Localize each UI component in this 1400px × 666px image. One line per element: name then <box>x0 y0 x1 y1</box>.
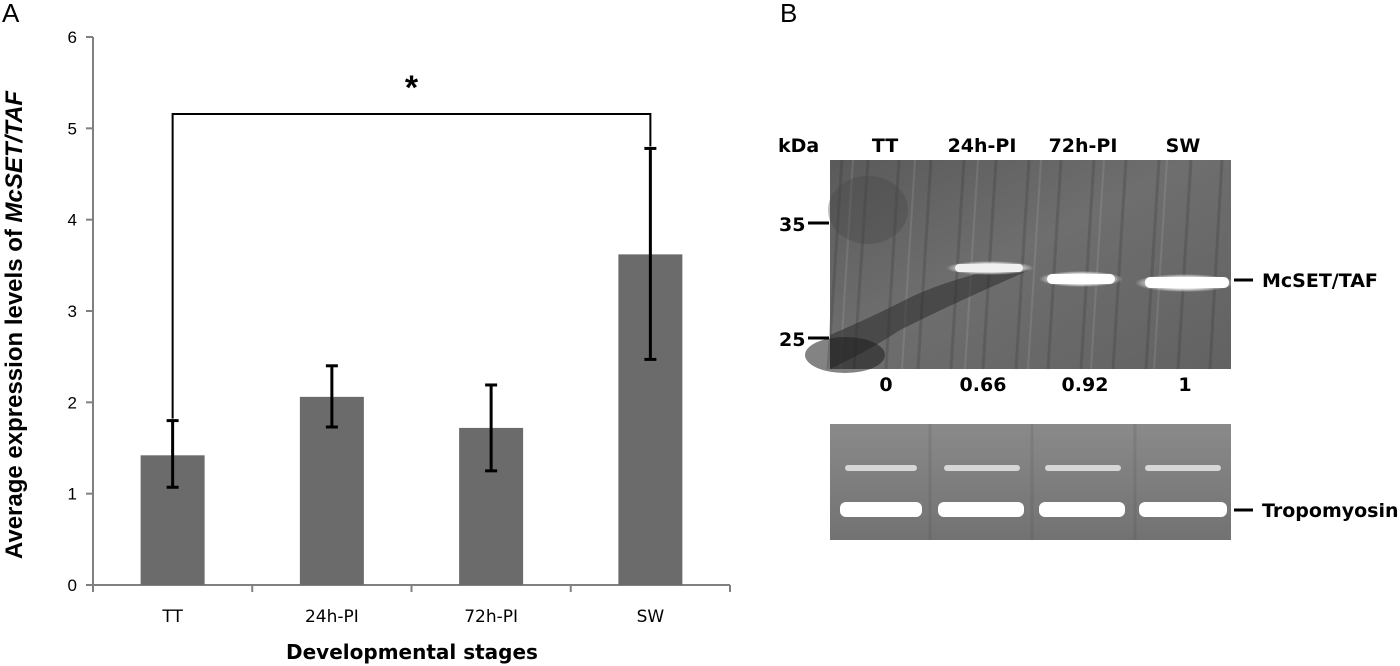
y-axis-title-gene: McSET/TAF <box>1 90 28 223</box>
x-tick-label: SW <box>637 607 665 627</box>
y-tick-label: 3 <box>68 302 77 321</box>
y-tick-label: 2 <box>68 393 77 412</box>
x-axis-title: Developmental stages <box>286 640 538 664</box>
y-axis-title-prefix: Average expression levels of <box>1 222 28 559</box>
significance-bracket <box>171 113 652 419</box>
relative-value-72h: 0.92 <box>1062 374 1109 396</box>
lane-label-sw: SW <box>1166 135 1201 157</box>
panel-b-letter: B <box>780 0 797 28</box>
lane-label-72h: 72h-PI <box>1049 135 1118 157</box>
band-label-mcset-taf: McSET/TAF <box>1262 270 1378 292</box>
x-tick-label: 72h-PI <box>464 607 518 627</box>
y-axis-title: Average expression levels of McSET/TAF <box>1 90 28 560</box>
bars <box>140 254 683 585</box>
relative-value-tt: 0 <box>879 374 892 396</box>
y-tick-label: 4 <box>68 211 77 230</box>
lane-label-tt: TT <box>872 135 898 157</box>
x-tick-label: 24h-PI <box>305 607 359 627</box>
relative-value-24h: 0.66 <box>960 374 1007 396</box>
loading-control-label: Tropomyosin <box>1262 500 1399 522</box>
panel-a-letter: A <box>2 0 20 28</box>
y-axis: 0 1 2 3 4 5 6 <box>68 28 94 595</box>
kda-label: kDa <box>778 135 819 157</box>
marker-35-label: 35 <box>779 214 805 236</box>
x-axis: TT 24h-PI 72h-PI SW <box>92 584 731 627</box>
y-tick-label: 0 <box>68 576 77 595</box>
bar-chart: 0 1 2 3 4 5 6 TT 24h-PI 72h-PI SW <box>68 28 731 627</box>
y-tick-label: 6 <box>68 28 77 47</box>
significance-bracket-group <box>171 113 652 419</box>
y-tick-label: 5 <box>68 119 77 138</box>
significance-asterisk: * <box>405 69 419 107</box>
relative-value-sw: 1 <box>1178 374 1191 396</box>
x-tick-label: TT <box>161 607 183 627</box>
y-tick-label: 1 <box>68 485 77 504</box>
western-blot-image <box>805 159 1235 373</box>
lane-label-24h: 24h-PI <box>948 135 1017 157</box>
loading-control-image <box>830 424 1231 540</box>
marker-ticks <box>808 221 1253 512</box>
marker-25-label: 25 <box>779 329 805 351</box>
error-bars <box>166 146 657 489</box>
